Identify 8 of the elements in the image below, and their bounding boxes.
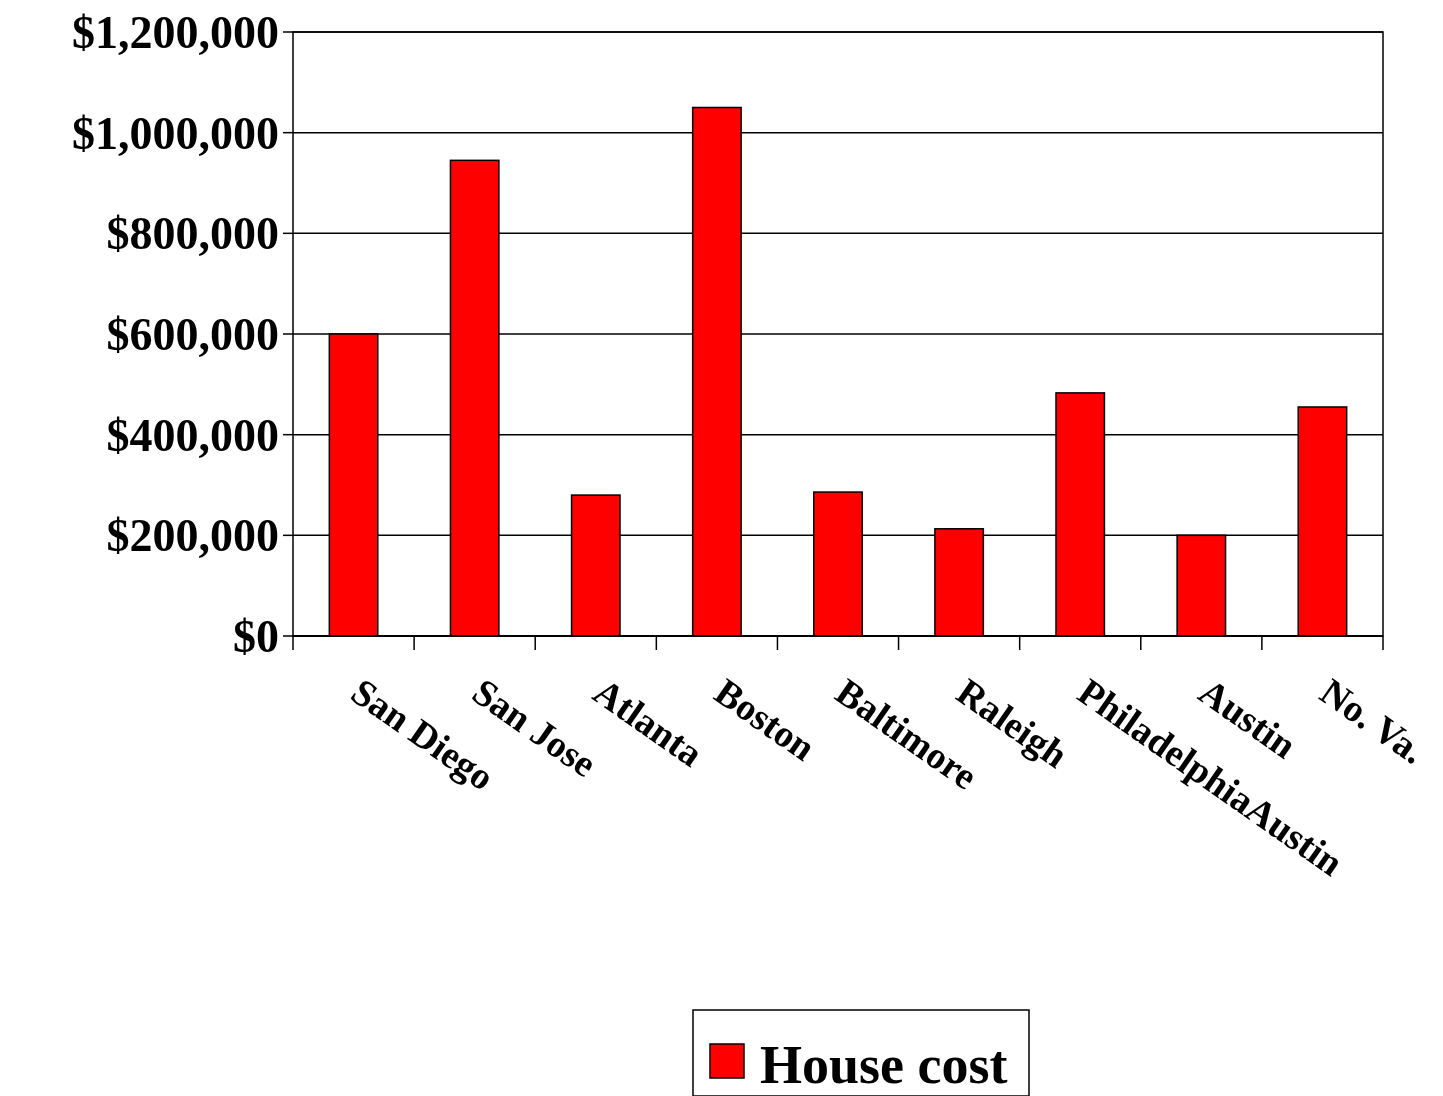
legend-label: House cost [760, 1034, 1008, 1095]
y-tick-label: $200,000 [106, 510, 279, 562]
y-tick-label: $600,000 [106, 309, 279, 361]
y-tick-label: $0 [233, 611, 279, 663]
y-tick-label: $1,000,000 [72, 107, 279, 159]
y-tick-label: $400,000 [106, 409, 279, 461]
y-tick-label: $1,200,000 [72, 7, 279, 59]
y-tick-label: $800,000 [106, 208, 279, 260]
